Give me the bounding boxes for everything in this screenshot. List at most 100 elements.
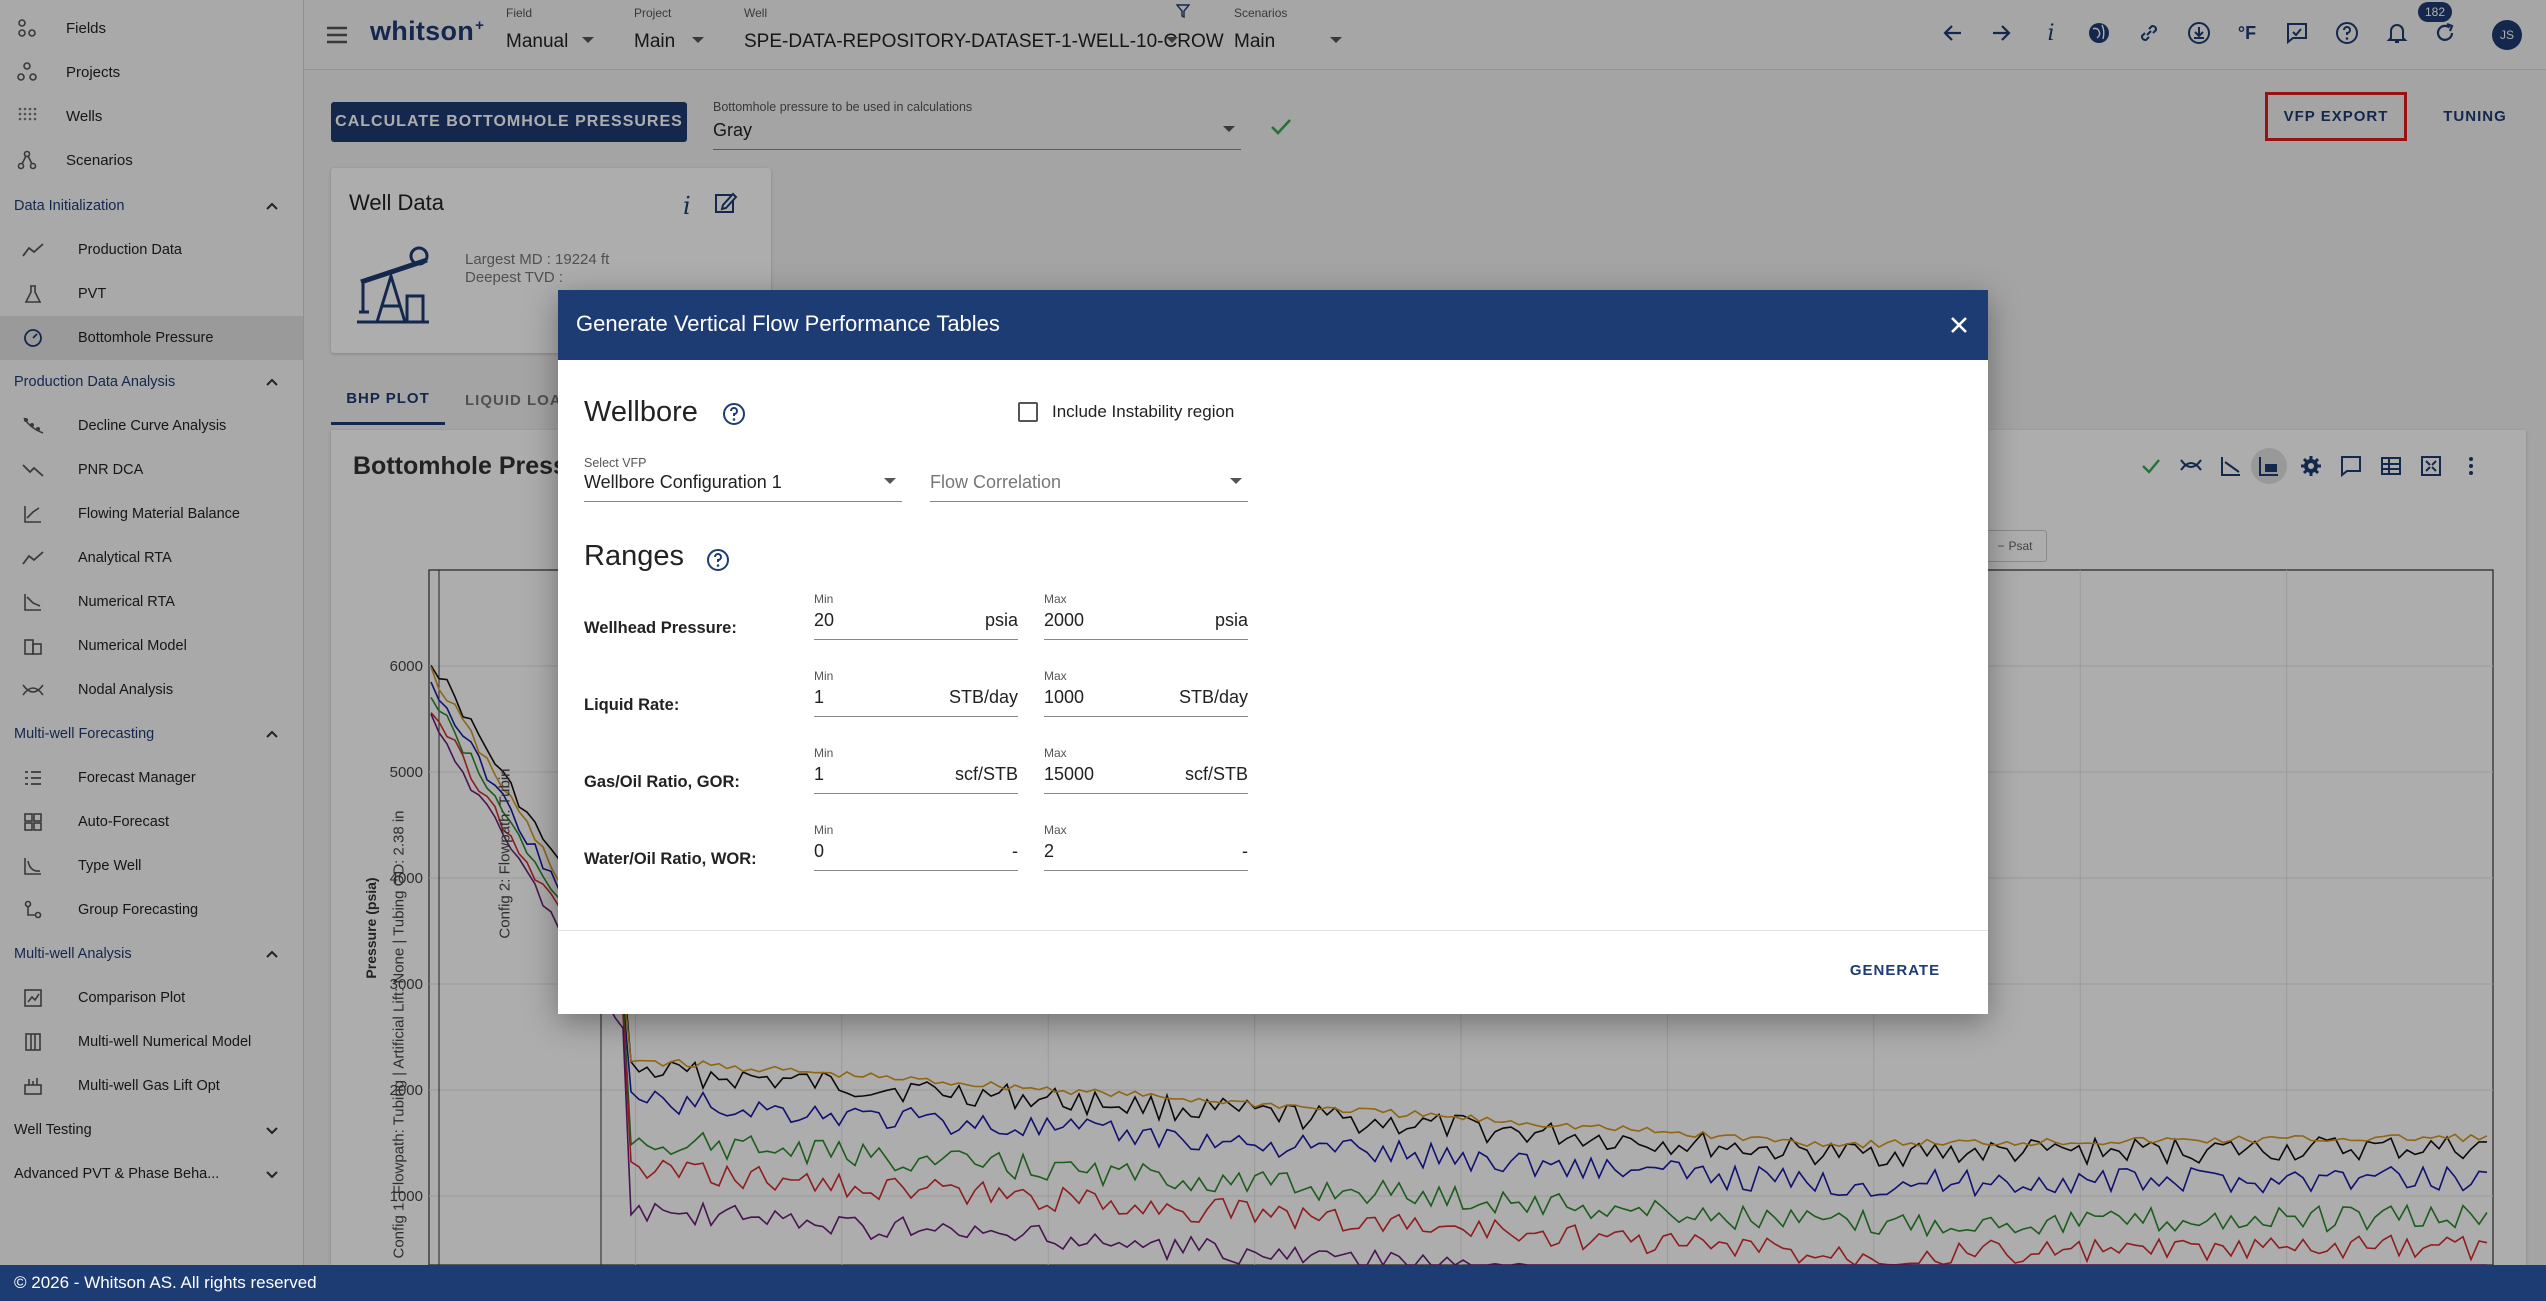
- avatar[interactable]: JS: [2492, 20, 2522, 50]
- temperature-unit-icon[interactable]: °F: [2232, 18, 2262, 48]
- sidebar-item-label: Comparison Plot: [78, 990, 186, 1006]
- sidebar-item-numerical-model[interactable]: Numerical Model: [0, 624, 303, 668]
- well-select[interactable]: Well SPE-DATA-REPOSITORY-DATASET-1-WELL-…: [744, 4, 1224, 62]
- temp-unit-text: °F: [2237, 22, 2257, 43]
- sidebar-item-comparison-plot[interactable]: Comparison Plot: [0, 976, 303, 1020]
- liquid-rate-max-input[interactable]: Max 1000 STB/day: [1044, 667, 1248, 717]
- menu-icon[interactable]: [324, 22, 350, 48]
- sidebar-item-scenarios[interactable]: Scenarios: [0, 138, 303, 182]
- tuning-button[interactable]: TUNING: [2443, 107, 2507, 125]
- include-instability-checkbox[interactable]: [1018, 402, 1038, 422]
- help-icon[interactable]: [2332, 18, 2362, 48]
- sidebar-item-multi-well-gas-lift-opt[interactable]: Multi-well Gas Lift Opt: [0, 1064, 303, 1108]
- comment-icon[interactable]: [2339, 454, 2363, 478]
- gor-max-input[interactable]: Max 15000 scf/STB: [1044, 744, 1248, 794]
- series-line: [430, 713, 2487, 1265]
- sidebar-item-label: PVT: [78, 286, 107, 302]
- sidebar-item-label: Multi-well Gas Lift Opt: [78, 1078, 220, 1094]
- bell-icon[interactable]: [2382, 18, 2412, 48]
- include-instability-checkbox-row[interactable]: Include Instability region: [1018, 402, 1234, 422]
- series-line: [430, 712, 2488, 1265]
- forward-arrow-icon[interactable]: [1986, 18, 2016, 48]
- sidebar-item-numerical-rta[interactable]: Numerical RTA: [0, 580, 303, 624]
- sidebar-item-bottomhole-pressure[interactable]: Bottomhole Pressure: [0, 316, 303, 360]
- y-tick-label: 1000: [390, 1188, 423, 1205]
- globe-icon[interactable]: [2084, 18, 2114, 48]
- comparison-plot-icon: [22, 987, 44, 1009]
- chart-axes-icon[interactable]: [2219, 454, 2243, 478]
- more-vert-icon[interactable]: [2459, 454, 2483, 478]
- flow-correlation-dropdown[interactable]: Flow Correlation: [930, 452, 1248, 502]
- sidebar-item-forecast-manager[interactable]: Forecast Manager: [0, 756, 303, 800]
- section-title: Multi-well Analysis: [14, 946, 132, 962]
- sidebar-item-production-data[interactable]: Production Data: [0, 228, 303, 272]
- select-vfp-caption: Select VFP: [584, 456, 647, 470]
- logo[interactable]: whitson+: [370, 16, 484, 47]
- well-data-info: Largest MD : 19224 ft Deepest TVD :: [465, 251, 609, 287]
- select-vfp-dropdown[interactable]: Select VFP Wellbore Configuration 1: [584, 452, 902, 502]
- tab-liquid-loading[interactable]: LIQUID LOA: [465, 391, 562, 409]
- grid-icon: [22, 811, 44, 833]
- table-chart-icon: [2259, 457, 2278, 476]
- bhp-method-select[interactable]: Bottomhole pressure to be used in calcul…: [713, 96, 1241, 150]
- sidebar-item-type-well[interactable]: Type Well: [0, 844, 303, 888]
- line-chart-icon: [22, 239, 44, 261]
- sidebar-item-wells[interactable]: Wells: [0, 94, 303, 138]
- project-select[interactable]: Project Main: [634, 4, 714, 62]
- max-value: 2000: [1044, 610, 1085, 630]
- gor-min-input[interactable]: Min 1 scf/STB: [814, 744, 1018, 794]
- sidebar-item-fields[interactable]: Fields: [0, 6, 303, 50]
- section-multi-well-forecasting[interactable]: Multi-well Forecasting: [0, 712, 303, 756]
- liquid-rate-min-input[interactable]: Min 1 STB/day: [814, 667, 1018, 717]
- sidebar-item-flowing-material-balance[interactable]: Flowing Material Balance: [0, 492, 303, 536]
- sidebar-item-pvt[interactable]: PVT: [0, 272, 303, 316]
- sidebar-item-auto-forecast[interactable]: Auto-Forecast: [0, 800, 303, 844]
- calculate-bottomhole-pressures-button[interactable]: CALCULATE BOTTOMHOLE PRESSURES: [331, 102, 687, 142]
- scenarios-select[interactable]: Scenarios Main: [1234, 4, 1344, 62]
- wor-min-input[interactable]: Min 0 -: [814, 821, 1018, 871]
- sidebar-item-multi-well-numerical-model[interactable]: Multi-well Numerical Model: [0, 1020, 303, 1064]
- gas-lift-icon: [22, 1075, 44, 1097]
- vfp-export-button[interactable]: VFP EXPORT: [2265, 92, 2407, 141]
- section-advanced-pvt[interactable]: Advanced PVT & Phase Beha...: [0, 1152, 303, 1196]
- feedback-icon[interactable]: [2282, 18, 2312, 48]
- edit-icon[interactable]: [713, 190, 739, 216]
- help-icon[interactable]: [722, 402, 746, 426]
- nodal-icon[interactable]: [2179, 454, 2203, 478]
- sidebar-item-nodal-analysis[interactable]: Nodal Analysis: [0, 668, 303, 712]
- fit-view-icon[interactable]: [2419, 454, 2443, 478]
- field-select[interactable]: Field Manual: [506, 4, 596, 62]
- help-icon[interactable]: [706, 548, 730, 572]
- sidebar-item-group-forecasting[interactable]: Group Forecasting: [0, 888, 303, 932]
- info-icon[interactable]: i: [2047, 20, 2055, 46]
- chevron-down-icon: [1230, 478, 1242, 484]
- min-caption: Min: [814, 592, 834, 606]
- wellhead-pressure-max-input[interactable]: Max 2000 psia: [1044, 590, 1248, 640]
- sidebar-item-analytical-rta[interactable]: Analytical RTA: [0, 536, 303, 580]
- back-arrow-icon[interactable]: [1938, 18, 1968, 48]
- section-well-testing[interactable]: Well Testing: [0, 1108, 303, 1152]
- decline-icon: [22, 415, 44, 437]
- sidebar-item-projects[interactable]: Projects: [0, 50, 303, 94]
- section-production-data-analysis[interactable]: Production Data Analysis: [0, 360, 303, 404]
- generate-button[interactable]: GENERATE: [1849, 961, 1941, 979]
- link-icon[interactable]: [2134, 18, 2164, 48]
- gear-icon[interactable]: [2299, 454, 2323, 478]
- close-icon[interactable]: [1944, 310, 1974, 340]
- wor-max-input[interactable]: Max 2 -: [1044, 821, 1248, 871]
- check-icon[interactable]: [2139, 454, 2163, 478]
- table-icon[interactable]: [2379, 454, 2403, 478]
- sidebar-item-decline-curve-analysis[interactable]: Decline Curve Analysis: [0, 404, 303, 448]
- filter-icon[interactable]: [1176, 4, 1190, 18]
- download-icon[interactable]: [2184, 18, 2214, 48]
- tab-bhp-plot[interactable]: BHP PLOT: [331, 375, 445, 425]
- section-data-initialization[interactable]: Data Initialization: [0, 184, 303, 228]
- field-value: Manual: [506, 31, 569, 52]
- table-chart-toggle[interactable]: [2251, 448, 2287, 484]
- info-icon[interactable]: i: [683, 192, 691, 220]
- sidebar-item-pnr-dca[interactable]: PNR DCA: [0, 448, 303, 492]
- section-multi-well-analysis[interactable]: Multi-well Analysis: [0, 932, 303, 976]
- y-tick-label: 5000: [390, 764, 423, 781]
- refresh-icon[interactable]: [2430, 18, 2460, 48]
- wellhead-pressure-min-input[interactable]: Min 20 psia: [814, 590, 1018, 640]
